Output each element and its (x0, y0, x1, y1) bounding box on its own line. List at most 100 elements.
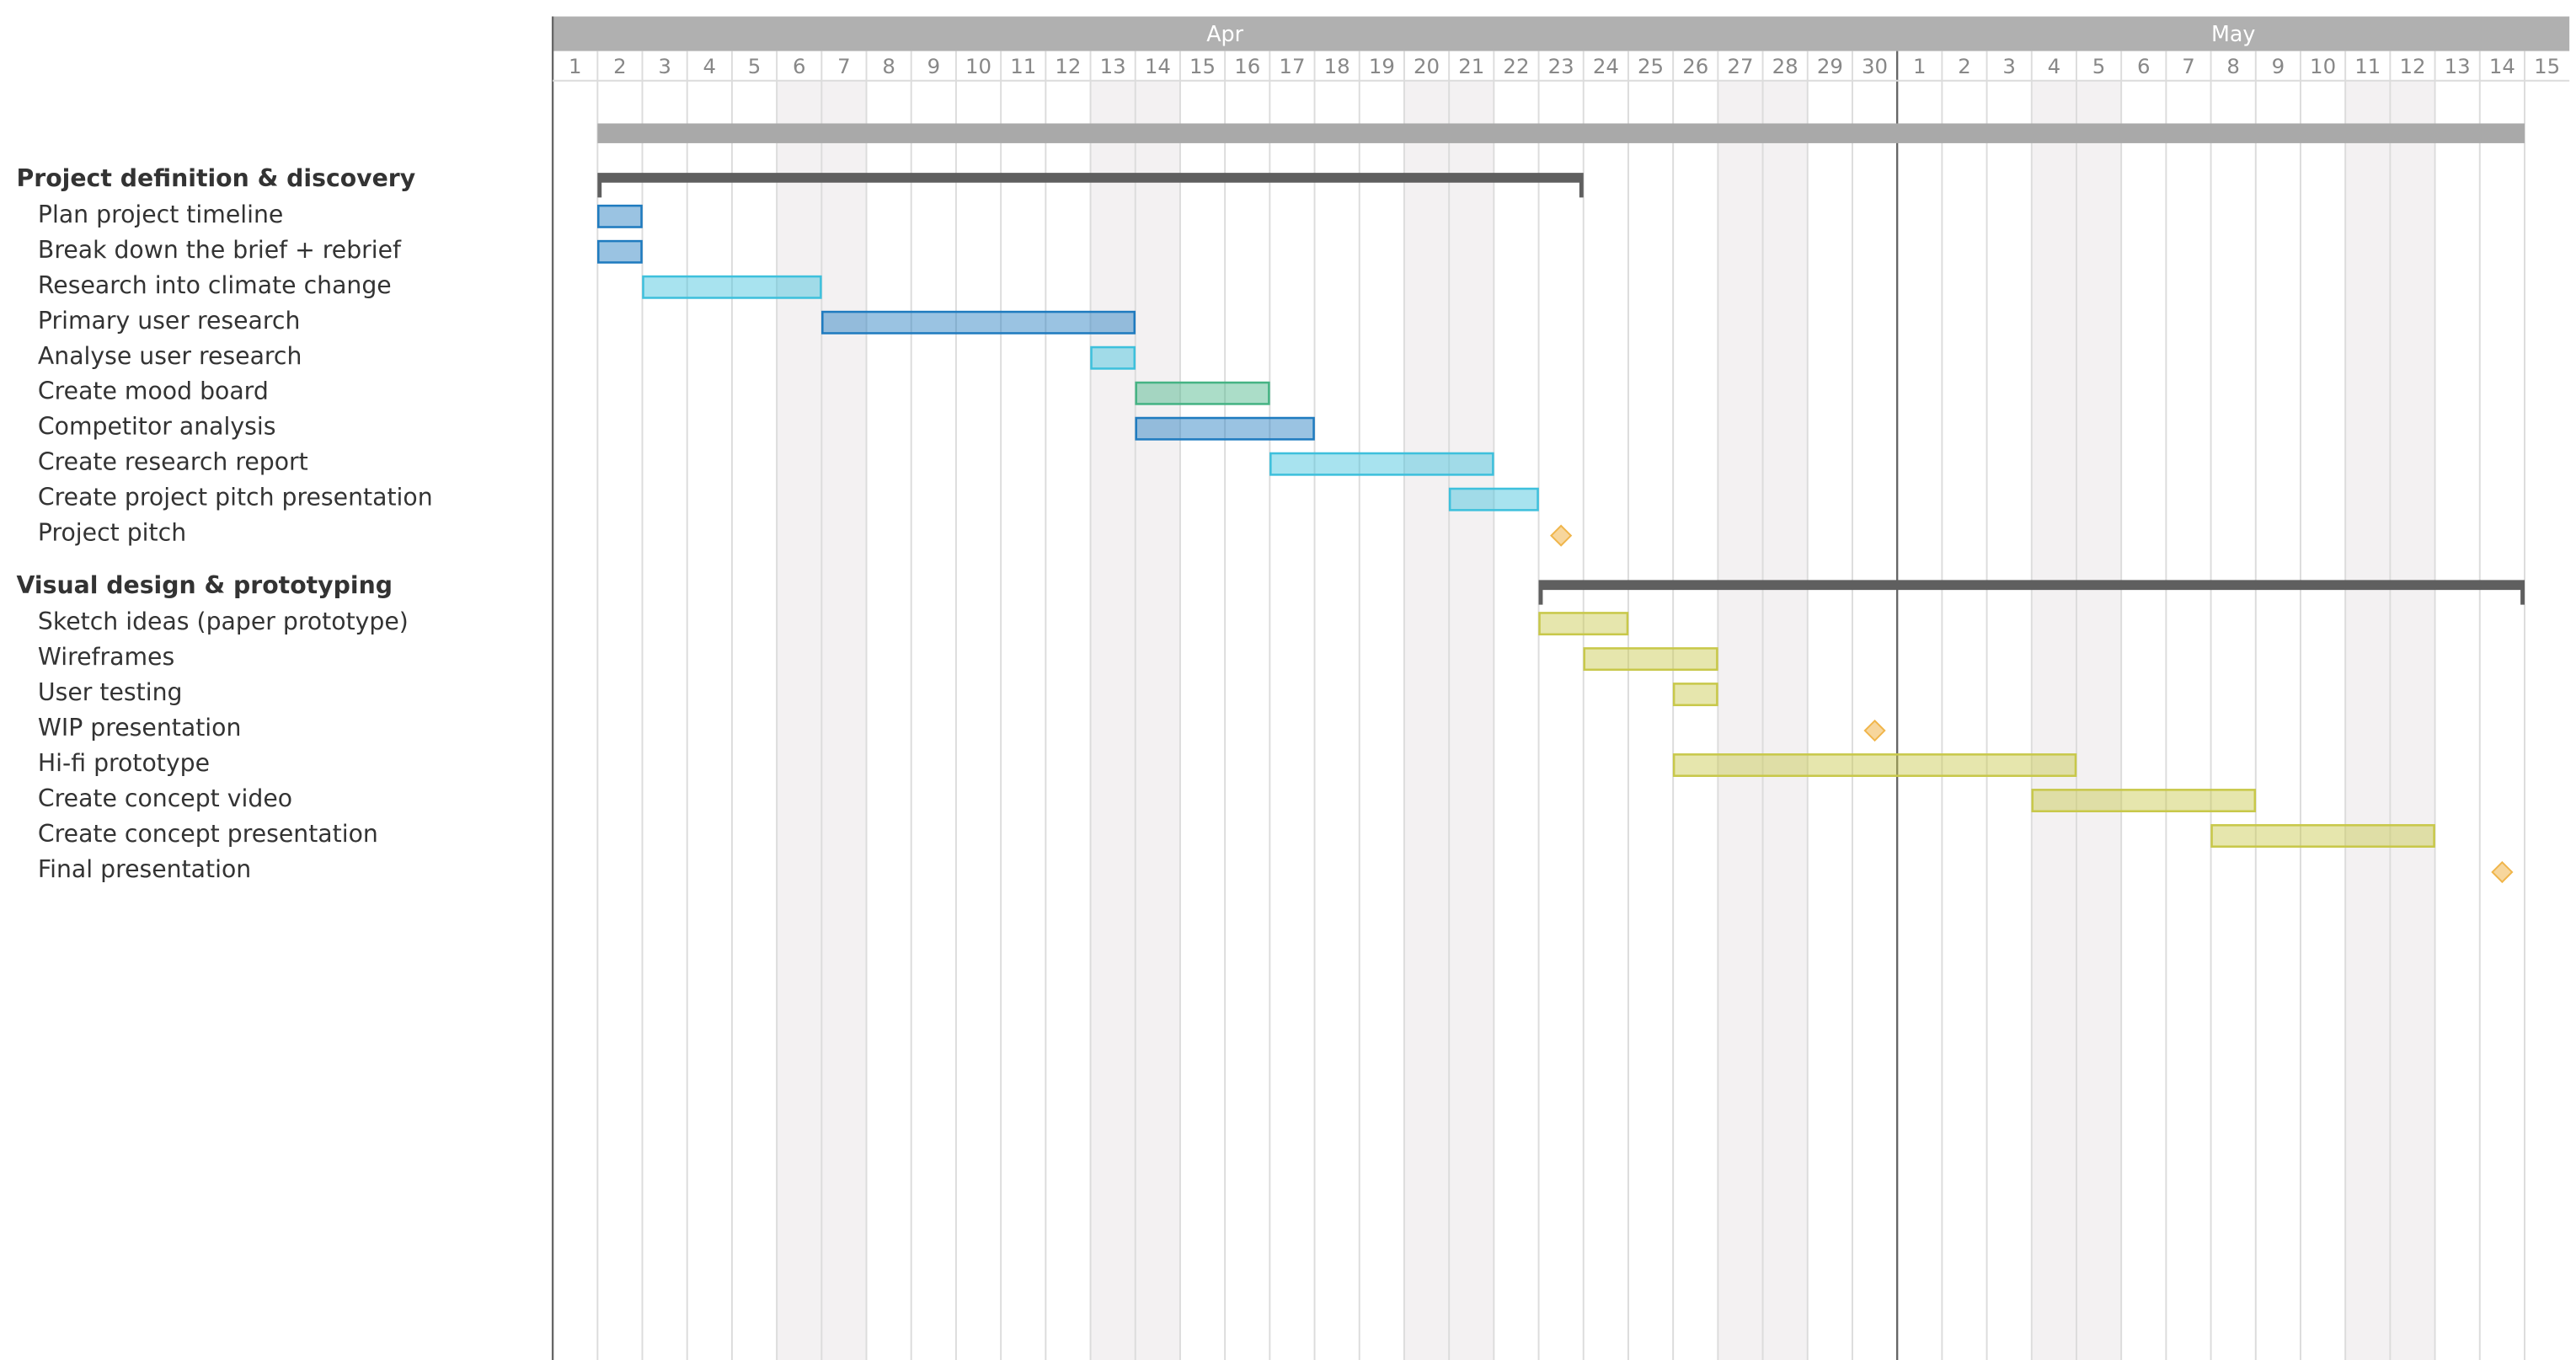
day-label: 23 (1548, 54, 1574, 78)
day-label: 5 (2092, 54, 2106, 78)
milestone (2491, 860, 2514, 884)
task-label: Sketch ideas (paper prototype) (38, 608, 409, 635)
day-label: 4 (703, 54, 717, 78)
day-label: 9 (927, 54, 941, 78)
day-label: 2 (613, 54, 627, 78)
task-label: Plan project timeline (38, 201, 283, 228)
milestone (1863, 719, 1886, 742)
task-bar (1538, 612, 1629, 636)
day-label: 26 (1682, 54, 1708, 78)
day-label: 18 (1324, 54, 1350, 78)
day-label: 14 (2489, 54, 2515, 78)
task-bar (597, 204, 643, 228)
task-label: Break down the brief + rebrief (38, 236, 402, 264)
task-label: WIP presentation (38, 714, 242, 742)
task-label: Wireframes (38, 643, 174, 671)
weekend-shade (1403, 80, 1450, 1360)
day-label: 27 (1727, 54, 1753, 78)
task-label: Final presentation (38, 855, 251, 883)
day-label: 30 (1862, 54, 1888, 78)
task-bar (597, 239, 643, 264)
day-label: 8 (882, 54, 895, 78)
day-label: 1 (1913, 54, 1927, 78)
month-header-bar (553, 16, 2570, 51)
task-bar (1448, 487, 1539, 511)
day-label: 2 (1958, 54, 1971, 78)
task-bar (2031, 789, 2257, 813)
weekend-shade (777, 80, 822, 1360)
day-label: 3 (2002, 54, 2016, 78)
group-summary-bar (1538, 580, 2525, 605)
day-label: 29 (1817, 54, 1843, 78)
day-label: 28 (1772, 54, 1798, 78)
group-summary-bar (597, 173, 1584, 198)
weekend-shade (2076, 80, 2122, 1360)
task-label: Create concept video (38, 784, 292, 812)
day-label: 4 (2048, 54, 2061, 78)
weekend-shade (2345, 80, 2391, 1360)
day-label: 10 (2310, 54, 2336, 78)
task-bar (821, 310, 1136, 335)
day-label: 19 (1369, 54, 1395, 78)
day-label: 11 (1010, 54, 1036, 78)
day-label: 3 (658, 54, 671, 78)
task-bar (1135, 381, 1270, 405)
day-label: 21 (1458, 54, 1484, 78)
day-label: 16 (1234, 54, 1260, 78)
weekend-shade (1135, 80, 1180, 1360)
day-label: 11 (2354, 54, 2381, 78)
weekend-shade (2031, 80, 2076, 1360)
weekend-shade (2390, 80, 2435, 1360)
task-label: Hi-fi prototype (38, 749, 210, 777)
task-bar (1269, 452, 1494, 476)
milestone (1550, 524, 1573, 547)
day-label: 24 (1593, 54, 1619, 78)
day-label: 7 (837, 54, 851, 78)
task-bar (642, 275, 822, 299)
task-label: Project pitch (38, 519, 186, 547)
task-label: Analyse user research (38, 342, 302, 370)
day-label: 15 (1189, 54, 1216, 78)
overall-bar (597, 123, 2525, 143)
day-label: 17 (1279, 54, 1305, 78)
weekend-shade (821, 80, 867, 1360)
group-label: Visual design & prototyping (17, 571, 393, 599)
task-bar (2210, 824, 2435, 848)
task-bar (1090, 345, 1136, 370)
task-bar (1672, 753, 2077, 778)
weekend-shade (1090, 80, 1136, 1360)
day-label: 6 (2137, 54, 2151, 78)
task-bar (1672, 683, 1718, 707)
month-label: Apr (1206, 21, 1243, 46)
day-label: 1 (569, 54, 582, 78)
day-label: 9 (2272, 54, 2285, 78)
month-label: May (2211, 21, 2255, 46)
day-label: 5 (748, 54, 762, 78)
task-label: Primary user research (38, 307, 300, 335)
task-bar (1135, 416, 1315, 441)
task-label: Competitor analysis (38, 413, 276, 441)
day-label: 10 (965, 54, 991, 78)
task-label: Create research report (38, 448, 308, 476)
weekend-shade (1449, 80, 1494, 1360)
group-label: Project definition & discovery (17, 164, 416, 192)
task-label: Create mood board (38, 377, 269, 405)
task-label: User testing (38, 678, 183, 706)
task-label: Research into climate change (38, 271, 392, 299)
day-label: 25 (1638, 54, 1664, 78)
weekend-shade (1762, 80, 1808, 1360)
day-label: 20 (1414, 54, 1440, 78)
day-label: 12 (1055, 54, 1081, 78)
day-label: 8 (2226, 54, 2240, 78)
day-label: 14 (1145, 54, 1171, 78)
day-label: 6 (793, 54, 806, 78)
day-label: 22 (1503, 54, 1529, 78)
task-label: Create project pitch presentation (38, 484, 433, 511)
task-bar (1583, 647, 1718, 672)
weekend-shade (1718, 80, 1763, 1360)
day-label: 13 (1100, 54, 1126, 78)
day-label: 13 (2445, 54, 2471, 78)
day-label: 7 (2182, 54, 2195, 78)
